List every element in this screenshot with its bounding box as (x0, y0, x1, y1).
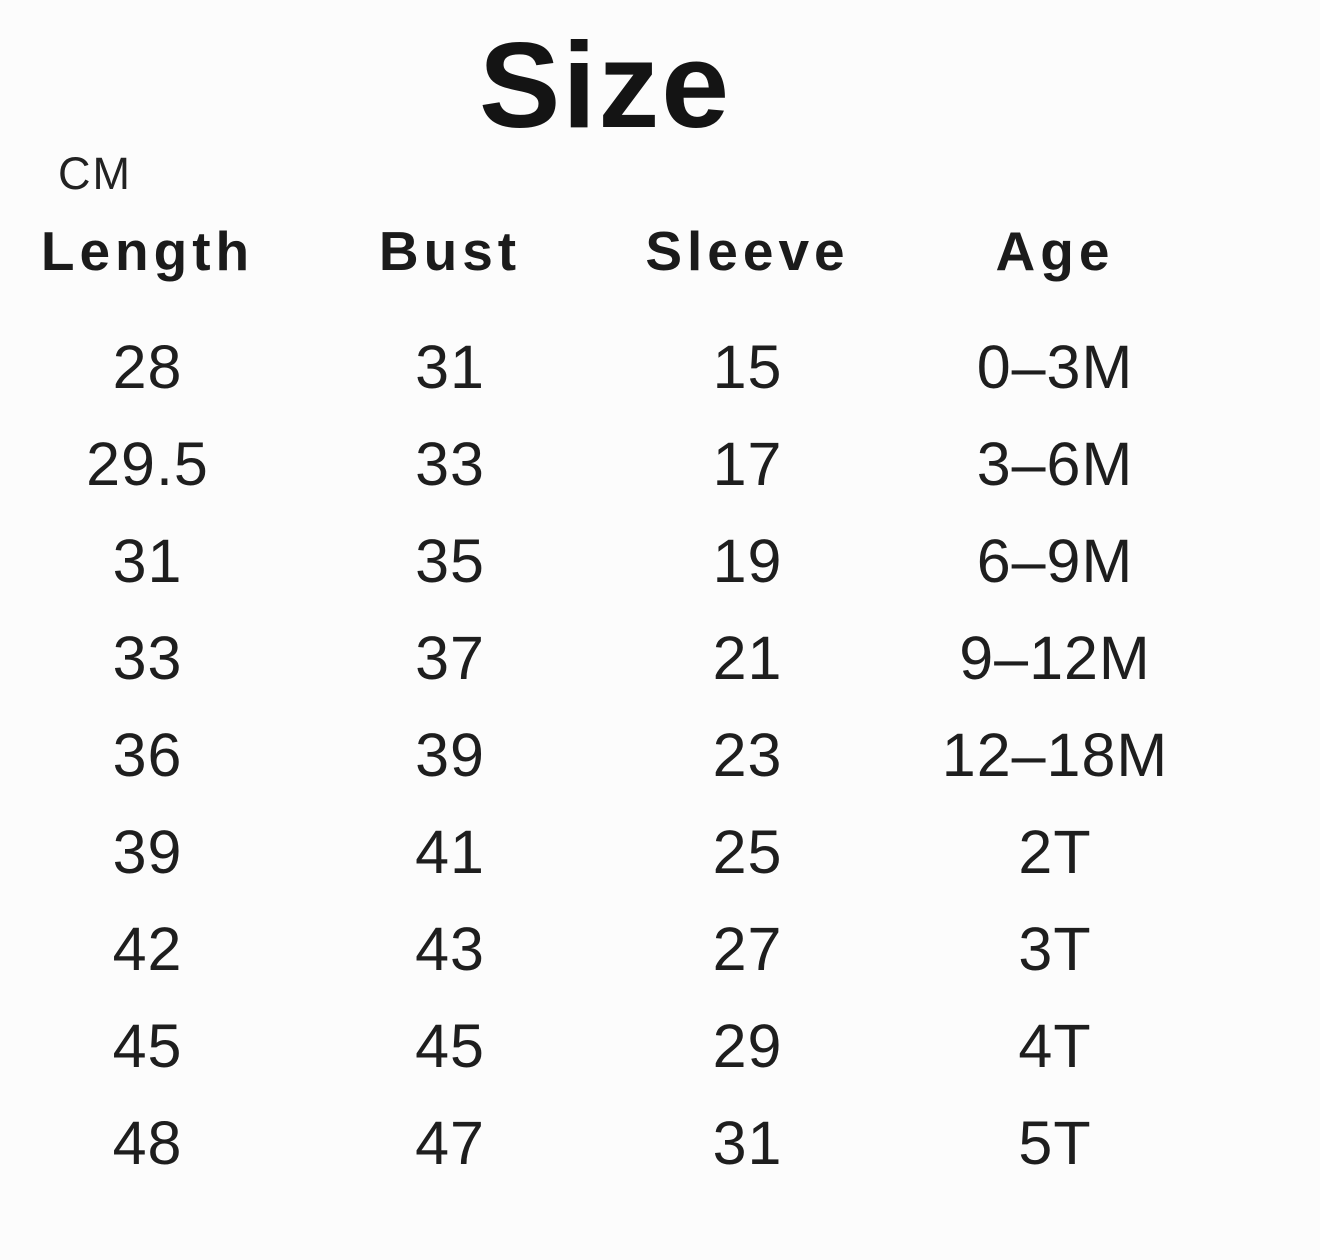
table-row: 33 37 21 9–12M (0, 609, 1220, 706)
table-row: 29.5 33 17 3–6M (0, 415, 1220, 512)
table-row: 45 45 29 4T (0, 997, 1220, 1094)
sleeve-cell: 29 (712, 1011, 783, 1080)
bust-cell: 43 (415, 914, 485, 983)
age-cell: 9–12M (959, 623, 1151, 692)
bust-cell: 47 (415, 1108, 485, 1177)
unit-label: CM (58, 148, 132, 199)
length-cell: 31 (112, 526, 183, 595)
length-cell: 48 (112, 1108, 183, 1177)
length-cell: 36 (112, 720, 183, 789)
age-cell: 5T (1018, 1108, 1092, 1177)
column-header-sleeve: Sleeve (645, 220, 850, 282)
sleeve-cell: 19 (712, 526, 783, 595)
bust-cell: 33 (415, 429, 485, 498)
bust-cell: 45 (415, 1011, 485, 1080)
table-row: 36 39 23 12–18M (0, 706, 1220, 803)
table-header-row: Length Bust Sleeve Age (0, 212, 1220, 290)
age-cell: 0–3M (976, 332, 1134, 401)
sleeve-cell: 21 (712, 623, 783, 692)
sleeve-cell: 15 (712, 332, 783, 401)
column-header-length: Length (40, 220, 255, 282)
length-cell: 42 (112, 914, 183, 983)
length-cell: 29.5 (86, 429, 209, 498)
age-cell: 6–9M (976, 526, 1134, 595)
bust-cell: 41 (415, 817, 485, 886)
page-title: Size (478, 17, 732, 153)
table-row: 39 41 25 2T (0, 803, 1220, 900)
length-cell: 33 (112, 623, 183, 692)
table-row: 28 31 15 0–3M (0, 318, 1220, 415)
bust-cell: 31 (415, 332, 485, 401)
age-cell: 12–18M (941, 720, 1169, 789)
age-cell: 3T (1018, 914, 1092, 983)
sleeve-cell: 17 (712, 429, 783, 498)
table-row: 48 47 31 5T (0, 1094, 1220, 1191)
age-cell: 4T (1018, 1011, 1092, 1080)
length-cell: 45 (112, 1011, 183, 1080)
column-header-bust: Bust (378, 220, 522, 282)
sleeve-cell: 23 (712, 720, 783, 789)
bust-cell: 39 (415, 720, 485, 789)
sleeve-cell: 31 (712, 1108, 783, 1177)
age-cell: 2T (1018, 817, 1092, 886)
sleeve-cell: 27 (712, 914, 783, 983)
column-header-age: Age (995, 220, 1115, 282)
table-row: 31 35 19 6–9M (0, 512, 1220, 609)
length-cell: 28 (112, 332, 183, 401)
length-cell: 39 (112, 817, 183, 886)
bust-cell: 37 (415, 623, 485, 692)
bust-cell: 35 (415, 526, 485, 595)
sleeve-cell: 25 (712, 817, 783, 886)
size-table: Length Bust Sleeve Age 28 31 15 0–3M 29.5 33 1… (0, 212, 1220, 1191)
table-row: 42 43 27 3T (0, 900, 1220, 997)
age-cell: 3–6M (976, 429, 1134, 498)
table-body: 28 31 15 0–3M 29.5 33 17 3–6M 31 35 19 6–9M 33 37 21 9–… (0, 318, 1220, 1191)
